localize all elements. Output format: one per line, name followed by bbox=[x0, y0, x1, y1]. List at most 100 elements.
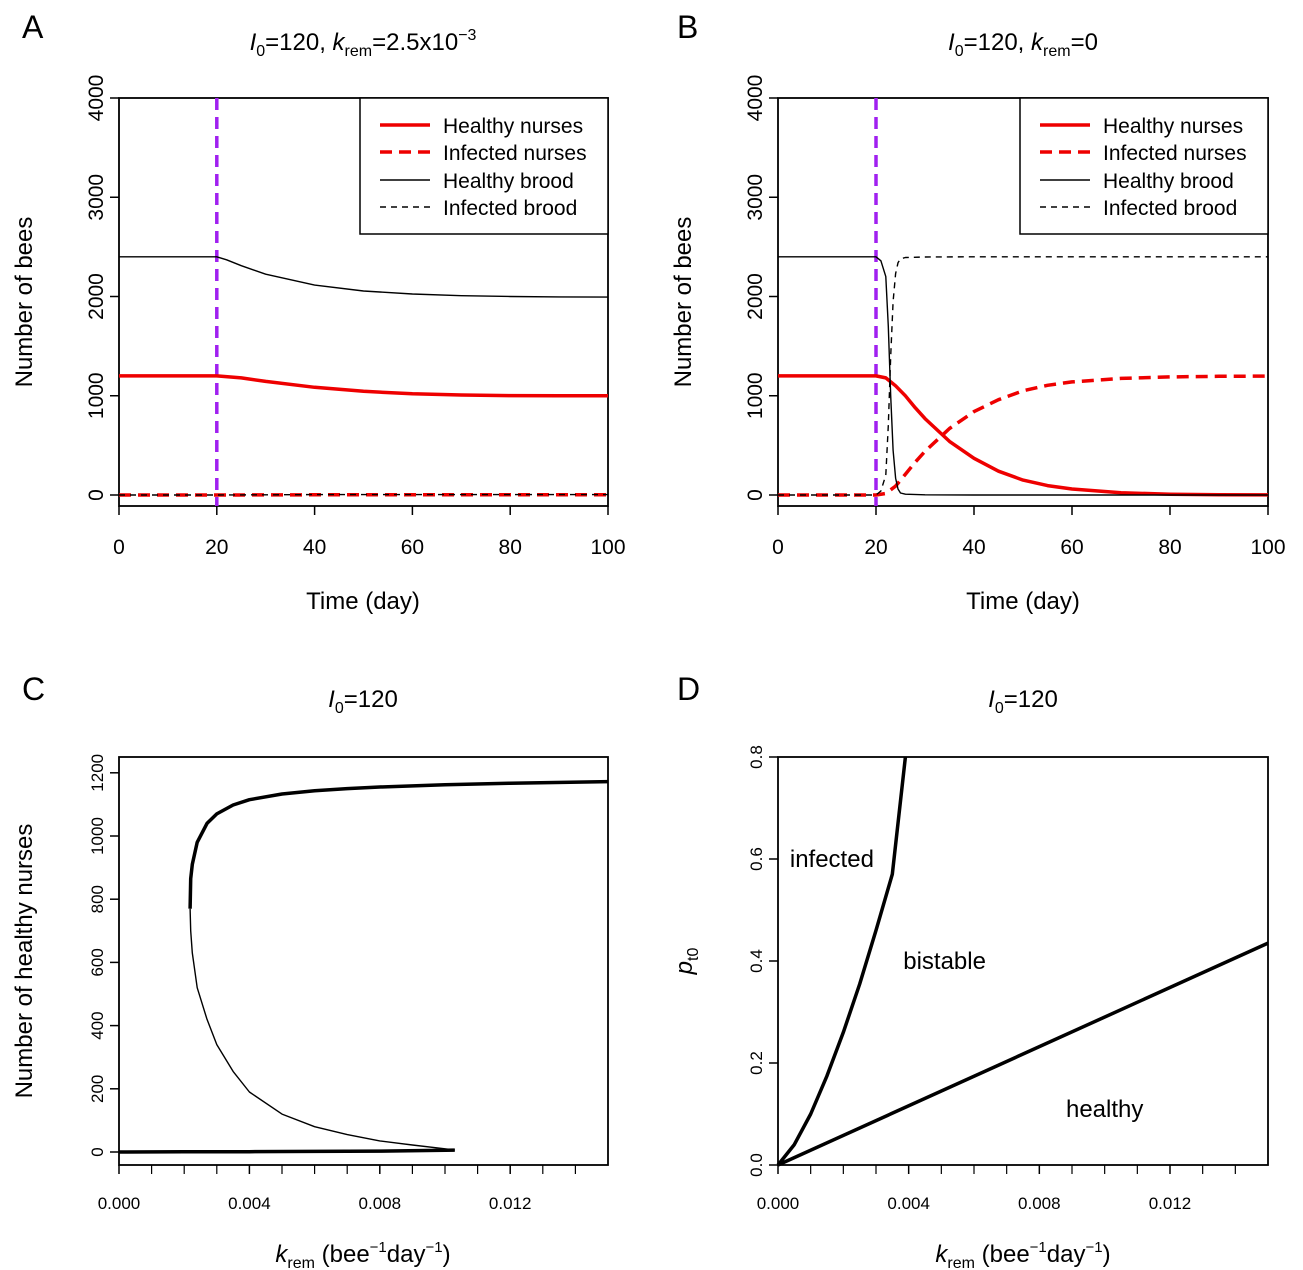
x-tick-label: 0 bbox=[772, 536, 784, 559]
series-line-unstable-1 bbox=[189, 908, 455, 1151]
legend-label: Infected brood bbox=[1103, 197, 1237, 220]
panel-d: D I0=120 0.000 0.004 0.008 0.0120.00.20.40.… bbox=[671, 671, 1269, 1270]
y-tick-label: 2000 bbox=[744, 273, 767, 320]
x-tick-label: 0.008 bbox=[1018, 1194, 1061, 1213]
series-line-healthy-brood bbox=[119, 256, 609, 298]
x-axis-label: Time (day) bbox=[306, 588, 420, 615]
panel-title: I0=120, krem=2.5x10−3 bbox=[250, 27, 477, 60]
panel-letter: B bbox=[677, 9, 698, 45]
series-line-stable-2 bbox=[118, 1148, 455, 1154]
y-tick-label: 600 bbox=[88, 948, 107, 976]
series-line-curve-0 bbox=[776, 756, 908, 1167]
series-line-stable-0 bbox=[188, 779, 609, 909]
x-axis-label: krem (bee−1day−1) bbox=[275, 1239, 450, 1270]
y-tick-label: 3000 bbox=[744, 174, 767, 221]
x-tick-label: 0.000 bbox=[98, 1194, 141, 1213]
y-tick-label: 0 bbox=[744, 489, 767, 501]
x-tick-label: 80 bbox=[1158, 536, 1181, 559]
y-axis-label: Number of bees bbox=[11, 217, 38, 388]
series-line-infected-nurses bbox=[778, 374, 1269, 497]
x-tick-label: 20 bbox=[864, 536, 887, 559]
panel-letter: C bbox=[22, 671, 45, 707]
x-tick-label: 0.004 bbox=[887, 1194, 930, 1213]
y-tick-label: 3000 bbox=[85, 174, 108, 221]
x-tick-label: 40 bbox=[962, 536, 985, 559]
y-tick-label: 4000 bbox=[744, 75, 767, 122]
y-tick-label: 0.8 bbox=[747, 745, 766, 769]
legend-label: Infected nurses bbox=[1103, 142, 1247, 165]
x-tick-label: 0.008 bbox=[359, 1194, 402, 1213]
x-tick-label: 0.012 bbox=[1149, 1194, 1192, 1213]
x-tick-label: 60 bbox=[401, 536, 424, 559]
y-axis-label: Number of bees bbox=[670, 217, 697, 388]
x-tick-label: 0.004 bbox=[228, 1194, 271, 1213]
x-tick-label: 60 bbox=[1060, 536, 1083, 559]
y-tick-label: 1000 bbox=[88, 817, 107, 855]
x-tick-label: 0.012 bbox=[489, 1194, 532, 1213]
legend-box bbox=[359, 97, 609, 235]
x-tick-label: 0 bbox=[113, 536, 125, 559]
x-axis-label: Time (day) bbox=[966, 588, 1080, 615]
legend-label: Healthy nurses bbox=[1103, 115, 1243, 138]
y-axis-label: pt0 bbox=[671, 948, 702, 976]
series-group bbox=[119, 98, 609, 506]
panel-title: I0=120 bbox=[328, 686, 398, 717]
x-tick-label: 100 bbox=[1250, 536, 1285, 559]
y-tick-label: 1200 bbox=[88, 754, 107, 792]
y-tick-label: 0.6 bbox=[747, 847, 766, 871]
x-tick-label: 40 bbox=[303, 536, 326, 559]
y-tick-label: 400 bbox=[88, 1011, 107, 1039]
y-tick-label: 1000 bbox=[85, 372, 108, 419]
legend: Healthy nurses Infected nurses Healthy b… bbox=[359, 97, 609, 235]
panel-title: I0=120, krem=0 bbox=[948, 29, 1098, 60]
y-tick-label: 0 bbox=[88, 1147, 107, 1156]
region-label-bistable: bistable bbox=[903, 948, 986, 975]
plot-box bbox=[777, 756, 1269, 1166]
plot-box bbox=[118, 756, 609, 1166]
series-line-infected-brood bbox=[778, 256, 1268, 496]
panel-title: I0=120 bbox=[988, 686, 1058, 717]
y-tick-label: 200 bbox=[88, 1075, 107, 1103]
legend-box bbox=[1019, 97, 1269, 235]
x-tick-label: 20 bbox=[205, 536, 228, 559]
panel-letter: D bbox=[677, 671, 700, 707]
panel-c: C I0=120 0.000 0.004 0.008 0.012 0 200 400 600 8… bbox=[11, 671, 609, 1270]
y-axis-label: Number of healthy nurses bbox=[11, 824, 38, 1099]
panel-a: A I0=120, krem=2.5x10−3 0 20 40 60 80 1000100… bbox=[11, 9, 626, 615]
region-labels: infected bistable healthy bbox=[790, 846, 1143, 1123]
series-line-healthy-nurses bbox=[778, 374, 1269, 497]
y-tick-label: 0.0 bbox=[747, 1153, 766, 1177]
region-label-healthy: healthy bbox=[1066, 1096, 1143, 1123]
panel-b: B I0=120, krem=0 0 20 40 60 80 10001000200030… bbox=[670, 9, 1286, 615]
legend-label: Infected brood bbox=[443, 197, 577, 220]
y-tick-label: 4000 bbox=[85, 75, 108, 122]
series-line-healthy-brood bbox=[778, 256, 1268, 496]
y-tick-label: 800 bbox=[88, 885, 107, 913]
series-group bbox=[118, 779, 609, 1154]
legend-label: Infected nurses bbox=[443, 142, 587, 165]
legend: Healthy nurses Infected nurses Healthy b… bbox=[1019, 97, 1269, 235]
legend-label: Healthy nurses bbox=[443, 115, 583, 138]
axes: 0.000 0.004 0.008 0.012 0 200 400 600 800 1000 120… bbox=[88, 754, 577, 1213]
x-tick-label: 80 bbox=[499, 536, 522, 559]
y-tick-label: 1000 bbox=[744, 372, 767, 419]
axes: 0.000 0.004 0.008 0.012 0.0 0.2 0.4 0.6 0.8 bbox=[747, 745, 1236, 1213]
region-label-infected: infected bbox=[790, 846, 874, 873]
y-tick-label: 0.2 bbox=[747, 1051, 766, 1075]
series-line-healthy-nurses bbox=[119, 374, 608, 398]
legend-label: Healthy brood bbox=[1103, 170, 1234, 193]
legend-label: Healthy brood bbox=[443, 170, 574, 193]
series-line-curve-1 bbox=[777, 941, 1269, 1167]
y-tick-label: 2000 bbox=[85, 273, 108, 320]
y-tick-label: 0 bbox=[85, 489, 108, 501]
y-tick-label: 0.4 bbox=[747, 949, 766, 973]
panel-letter: A bbox=[22, 9, 44, 45]
x-axis-label: krem (bee−1day−1) bbox=[935, 1239, 1110, 1270]
series-group bbox=[778, 98, 1269, 506]
x-tick-label: 0.000 bbox=[757, 1194, 800, 1213]
x-tick-label: 100 bbox=[590, 536, 625, 559]
series-group bbox=[776, 756, 1269, 1167]
